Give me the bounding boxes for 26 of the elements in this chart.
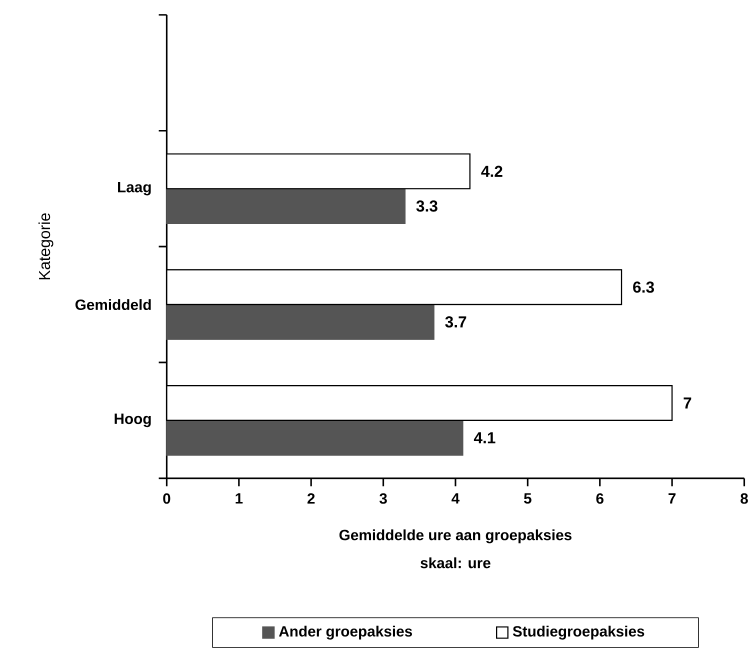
data-label: 4.1 (474, 432, 496, 444)
x-tick-label: 0 (163, 493, 170, 504)
y-axis-title: Kategorie (38, 213, 54, 280)
data-label: 6.3 (633, 282, 654, 293)
y-tick-label: Laag (118, 182, 151, 196)
y-tick-label: Gemiddeld (75, 299, 151, 310)
x-tick-label: 8 (740, 493, 748, 504)
x-axis-title: Gemiddelde ure aan groepaksies (339, 529, 572, 544)
bar (166, 420, 464, 456)
data-label: 4.2 (481, 166, 502, 177)
y-tick-label: Hoog (114, 414, 151, 428)
legend-label: Studiegroepaksies (512, 626, 644, 640)
x-tick-label: 6 (596, 493, 604, 504)
x-tick-label: 3 (379, 493, 387, 504)
x-tick-label: 1 (236, 493, 243, 504)
data-label: 7 (684, 398, 692, 409)
text: skaal: ure (420, 557, 490, 568)
x-tick-label: 5 (524, 493, 532, 504)
bar (166, 304, 434, 340)
x-tick-label: 4 (452, 493, 460, 504)
x-tick-label: 2 (307, 493, 315, 504)
legend-label: Ander groepaksies (279, 626, 412, 640)
data-label: 3.7 (445, 316, 466, 328)
bar (166, 188, 406, 224)
x-tick-label: 7 (668, 493, 676, 504)
data-label: 3.3 (416, 200, 438, 212)
